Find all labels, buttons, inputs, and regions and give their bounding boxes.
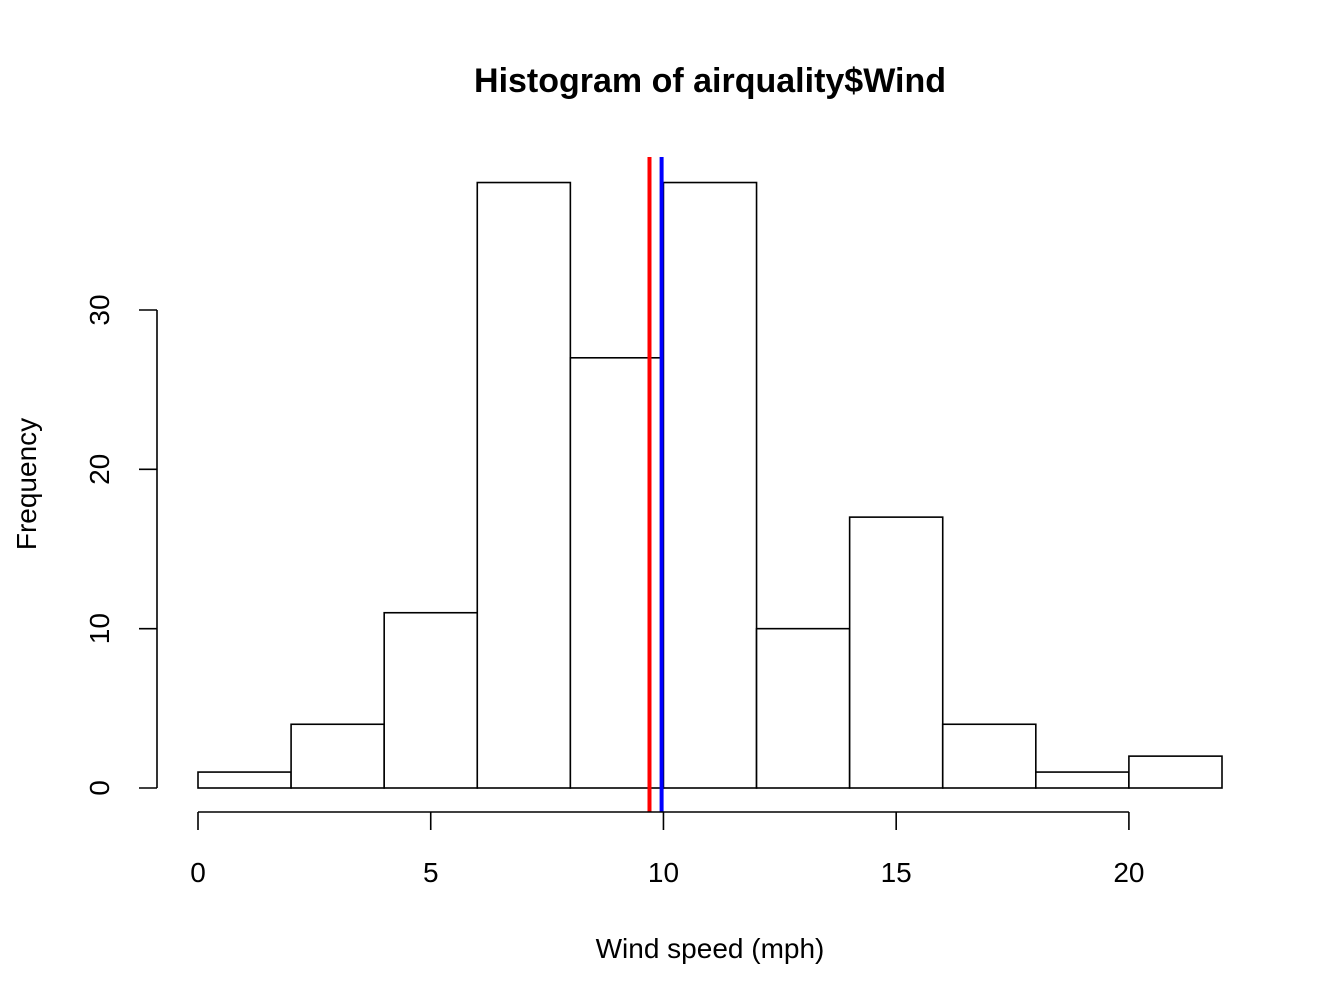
y-axis-label: Frequency bbox=[11, 418, 42, 550]
histogram-bar bbox=[290, 723, 385, 789]
histogram-bar bbox=[1035, 771, 1130, 789]
y-tick-label: 0 bbox=[84, 780, 115, 796]
x-tick-label: 5 bbox=[423, 857, 439, 888]
x-tick-label: 15 bbox=[881, 857, 912, 888]
histogram-bar bbox=[848, 516, 944, 789]
histogram-bar bbox=[476, 181, 572, 789]
chart-title: Histogram of airquality$Wind bbox=[474, 62, 946, 100]
histogram-bar bbox=[1128, 755, 1223, 789]
y-tick-label: 30 bbox=[84, 294, 115, 325]
y-tick-label: 10 bbox=[84, 613, 115, 644]
histogram-bar bbox=[755, 627, 851, 789]
x-tick-label: 0 bbox=[190, 857, 206, 888]
histogram-bar bbox=[941, 723, 1037, 789]
y-tick-label: 20 bbox=[84, 454, 115, 485]
histogram-bar bbox=[197, 771, 292, 789]
x-axis-label: Wind speed (mph) bbox=[596, 933, 825, 964]
histogram-bar bbox=[662, 181, 758, 789]
x-tick-label: 10 bbox=[648, 857, 679, 888]
histogram-bar bbox=[383, 611, 479, 789]
x-tick-label: 20 bbox=[1113, 857, 1144, 888]
